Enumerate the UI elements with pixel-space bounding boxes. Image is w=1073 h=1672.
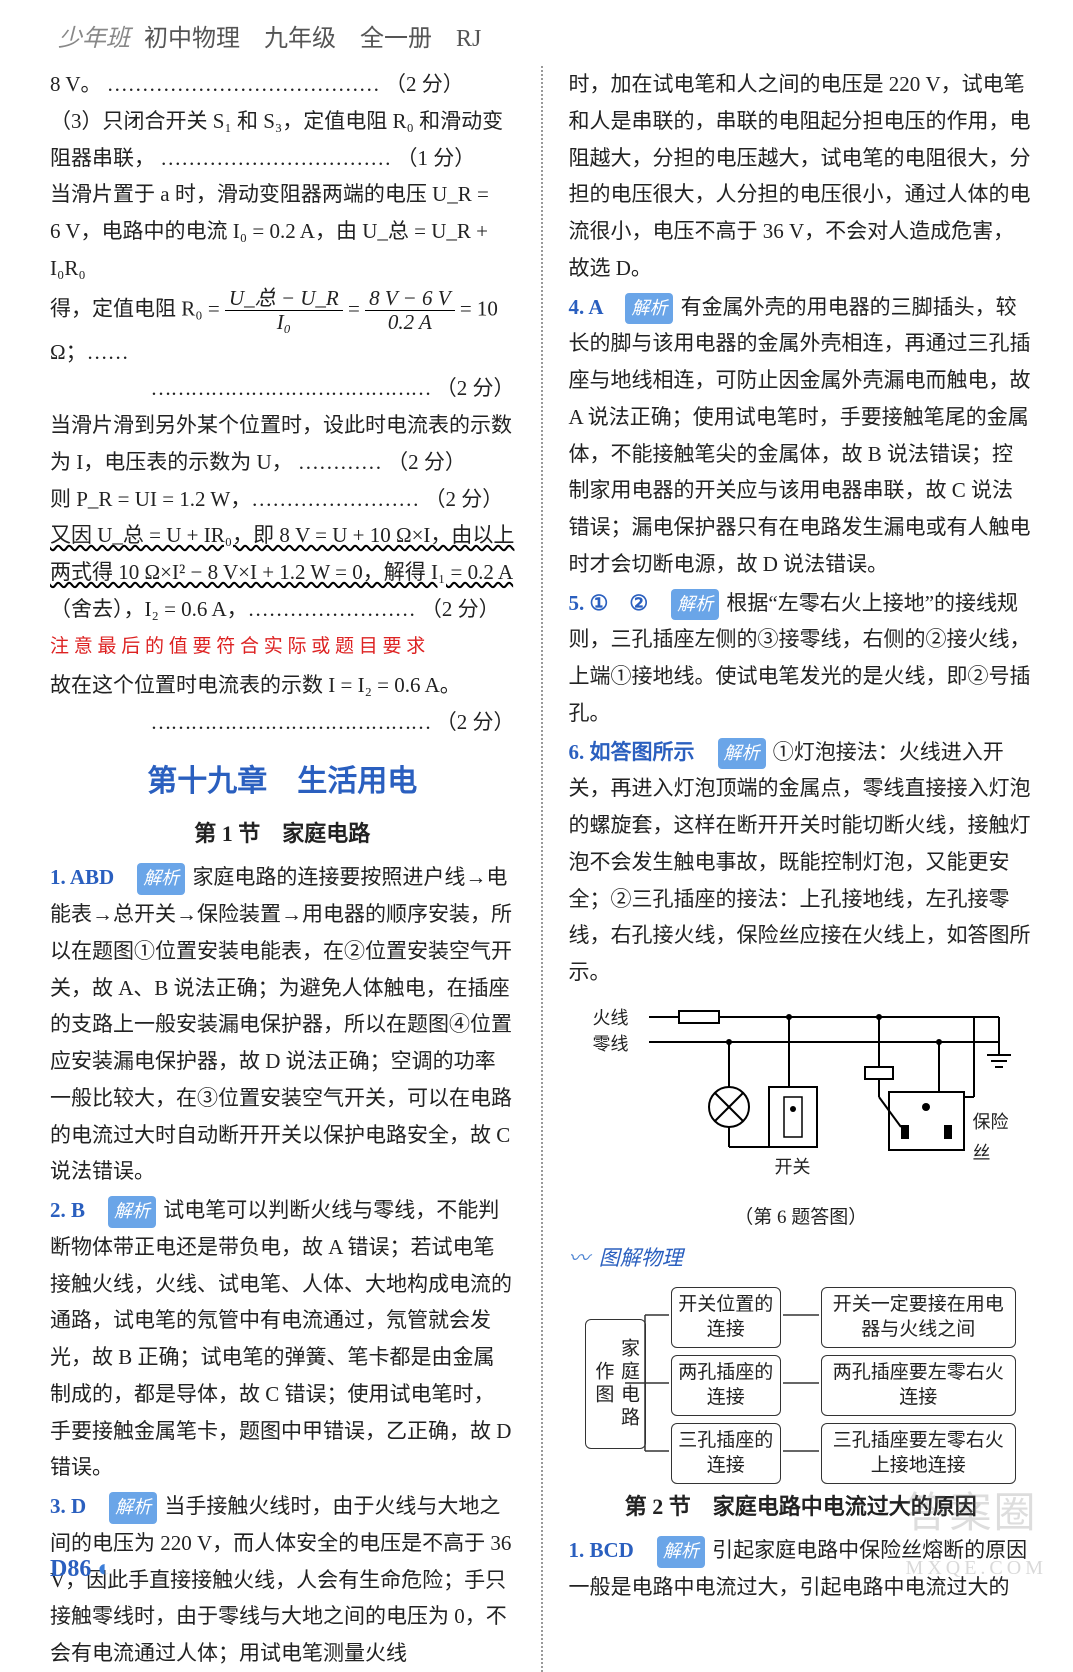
answer: B [71,1198,106,1222]
fraction: U_总 − U_R I₀ [225,287,343,334]
score-line: …………………………………… （2 分） [50,704,515,741]
question-4: 4. A 解析 有金属外壳的用电器的三脚插头，较长的脚与该用电器的金属外壳相连，… [569,289,1034,583]
jiexi-badge: 解析 [671,589,719,621]
chapter-title: 第十九章 生活用电 [50,756,515,809]
concept-detail: 开关一定要接在用电器与火线之间 [821,1287,1016,1348]
label-kaiguan: 开关 [775,1152,811,1184]
concept-detail: 三孔插座要左零右火上接地连接 [821,1423,1016,1484]
two-column-layout: 8 V。 ………………………………… （2 分） （3）只闭合开关 S₁ 和 S… [50,66,1033,1672]
annotation: 注 意 最 后 的 值 要 符 合 实 际 或 题 目 要 求 [50,630,515,663]
score-line: …………………………………… （2 分） [50,370,515,407]
label-lingxian: 零线 [593,1029,629,1061]
brand: 少年班 [58,26,130,52]
question-3: 3. D 解析 当手接触火线时，由于火线与大地之间的电压为 220 V，而人体安… [50,1488,515,1672]
jiexi-badge: 解析 [109,1492,157,1524]
answer: A [588,295,623,319]
question-number: 1. [50,865,70,889]
question-5: 5. ① ② 解析 根据“左零右火上接地”的接线规则，三孔插座左侧的③接零线，右… [569,585,1034,732]
concept-detail: 两孔插座要左零右火连接 [821,1355,1016,1416]
concept-node: 开关位置的连接 [671,1287,781,1348]
swirl-icon: 〰 [569,1246,590,1270]
explanation: 家庭电路的连接要按照进户线→电能表→总开关→保险装置→用电器的顺序安装，所以在题… [50,865,512,1183]
explanation: ①灯泡接法：火线进入开关，再进入灯泡顶端的金属点，零线直接接入灯泡的螺旋套，这样… [569,740,1031,985]
question-6: 6. 如答图所示 解析 ①灯泡接法：火线进入开关，再进入灯泡顶端的金属点，零线直… [569,734,1034,991]
page-header: 少年班 初中物理 九年级 全一册 RJ [50,18,1033,60]
question-number: 1. [569,1538,590,1562]
line: （舍去），I₂ = 0.6 A，…………………… （2 分） [50,591,515,628]
question-number: 2. [50,1198,71,1222]
question-2: 2. B 解析 试电笔可以判断火线与零线，不能判断物体带正电还是带负电，故 A … [50,1192,515,1486]
answer: BCD [590,1538,655,1562]
explanation: 试电笔可以判断火线与零线，不能判断物体带正电还是带负电，故 A 错误；若试电笔接… [50,1198,512,1479]
concept-map: 家庭电路作图 开关位置的连接 开关一定要接在用电器与火线之间 两孔插座的连接 两… [581,1285,1021,1480]
section-title: 第 1 节 家庭电路 [50,815,515,854]
page-number: D86 ◐ [50,1548,112,1590]
answer: ① ② [590,591,670,615]
tujie-heading: 〰 图解物理 [569,1240,1034,1277]
left-column: 8 V。 ………………………………… （2 分） （3）只闭合开关 S₁ 和 S… [50,66,515,1672]
jiexi-badge: 解析 [108,1196,156,1228]
continuation: 时，加在试电笔和人之间的电压是 220 V，试电笔和人是串联的，串联的电阻起分担… [569,66,1034,287]
label-baoxiansi: 保险丝 [973,1107,1019,1170]
circuit-caption: （第 6 题答图） [569,1201,1034,1234]
concept-node: 三孔插座的连接 [671,1423,781,1484]
line: 当滑片滑到另外某个位置时，设此时电流表的示数为 I，电压表的示数为 U， ………… [50,407,515,481]
formula-line: 得，定值电阻 R₀ = U_总 − U_R I₀ = 8 V − 6 V 0.2… [50,287,515,371]
line: 6 V，电路中的电流 I₀ = 0.2 A，由 U_总 = U_R + I₀R₀ [50,213,515,287]
fraction: 8 V − 6 V 0.2 A [365,287,454,334]
answer: ABD [70,865,135,889]
column-divider [541,66,543,1672]
concept-node: 两孔插座的连接 [671,1355,781,1416]
question-number: 5. [569,591,590,615]
explanation: 有金属外壳的用电器的三脚插头，较长的脚与该用电器的金属外壳相连，再通过三孔插座与… [569,295,1031,576]
watermark: 答案圈 MXQE.COM [906,1478,1047,1587]
concept-root: 家庭电路作图 [585,1319,646,1449]
line: 又因 U_总 = U + IR₀，即 8 V = U + 10 Ω×I，由以上两… [50,517,515,591]
jiexi-badge: 解析 [625,293,673,325]
line: 则 P_R = UI = 1.2 W，…………………… （2 分） [50,481,515,518]
question-number: 3. [50,1494,71,1518]
line: 当滑片置于 a 时，滑动变阻器两端的电压 U_R = [50,176,515,213]
question-number: 6. [569,740,590,764]
line: 8 V。 ………………………………… （2 分） [50,66,515,103]
question-1: 1. ABD 解析 家庭电路的连接要按照进户线→电能表→总开关→保险装置→用电器… [50,859,515,1190]
globe-icon: ◐ [97,1556,112,1582]
jiexi-badge: 解析 [718,738,766,770]
header-title: 初中物理 九年级 全一册 RJ [144,26,481,52]
line: （3）只闭合开关 S₁ 和 S₃，定值电阻 R₀ 和滑动变阻器串联， ……………… [50,103,515,177]
circuit-diagram: 火线 零线 开关 保险丝 [579,997,1019,1197]
right-column: 时，加在试电笔和人之间的电压是 220 V，试电笔和人是串联的，串联的电阻起分担… [569,66,1034,1672]
answer: 如答图所示 [590,740,716,764]
jiexi-badge: 解析 [137,863,185,895]
line: 故在这个位置时电流表的示数 I = I₂ = 0.6 A。 [50,667,515,704]
question-number: 4. [569,295,589,319]
jiexi-badge: 解析 [657,1536,705,1568]
answer: D [71,1494,107,1518]
